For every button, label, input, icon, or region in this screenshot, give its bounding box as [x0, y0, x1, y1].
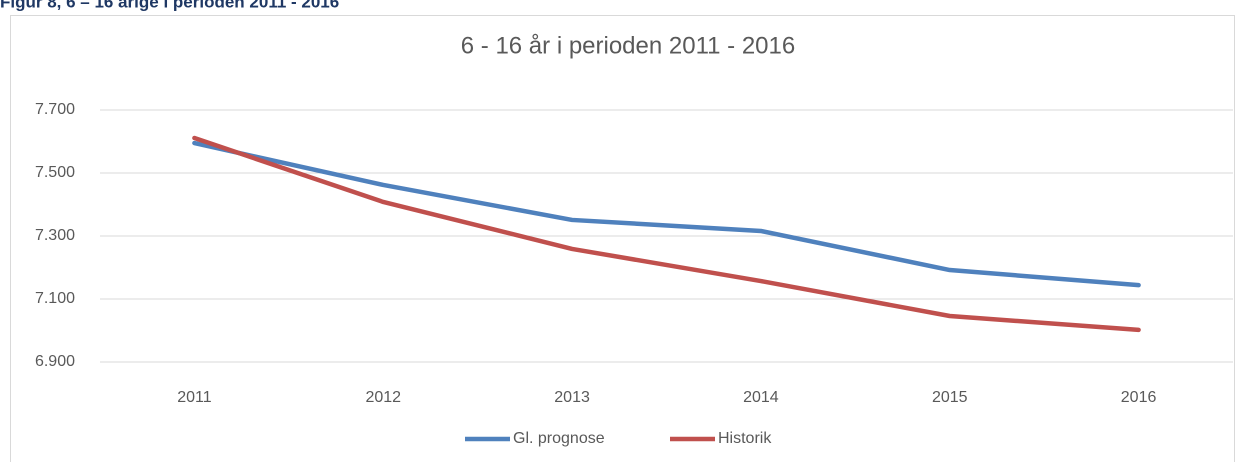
y-tick-label: 7.500	[35, 164, 75, 181]
legend-label: Historik	[718, 430, 772, 447]
chart-title: 6 - 16 år i perioden 2011 - 2016	[461, 32, 795, 59]
chart-frame	[10, 15, 1235, 462]
y-tick-label: 7.300	[35, 227, 75, 244]
line-series	[192, 140, 1141, 288]
line-series	[192, 135, 1141, 333]
x-tick-label: 2016	[1121, 389, 1157, 406]
legend-label: Gl. prognose	[513, 430, 605, 447]
x-tick-label: 2011	[177, 389, 212, 406]
y-tick-label: 7.100	[35, 290, 75, 307]
x-tick-label: 2013	[554, 389, 590, 406]
y-tick-label: 6.900	[35, 353, 75, 370]
x-tick-label: 2014	[743, 389, 779, 406]
x-tick-label: 2012	[365, 389, 401, 406]
x-tick-label: 2015	[932, 389, 968, 406]
figure-heading: Figur 8, 6 – 16 årige i perioden 2011 - …	[0, 0, 339, 11]
y-tick-label: 7.700	[35, 101, 75, 118]
